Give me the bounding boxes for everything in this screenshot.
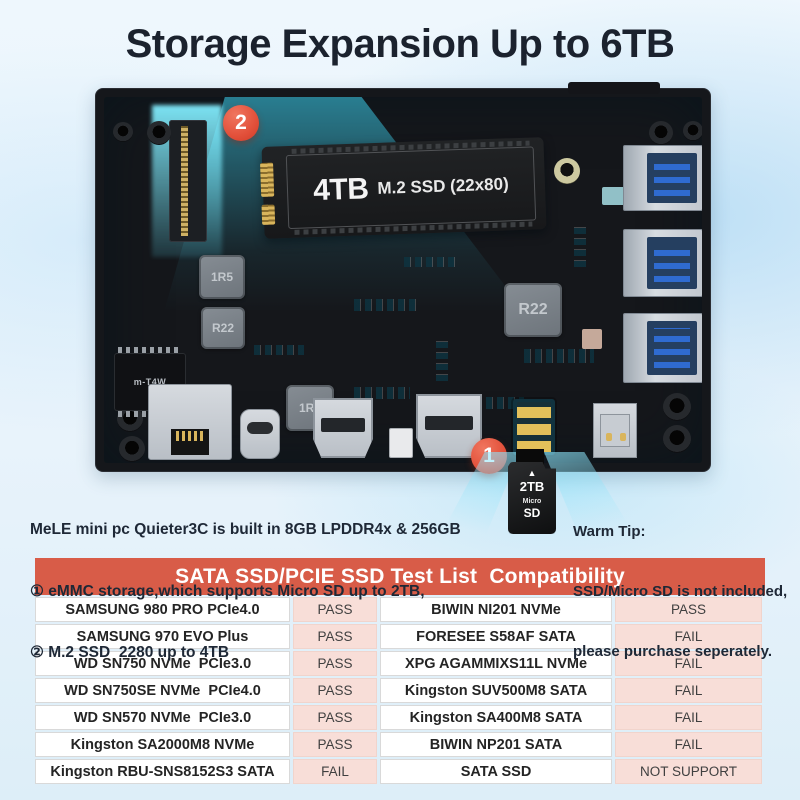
screw-hole	[663, 393, 691, 421]
header-connector	[389, 428, 413, 458]
drive-name-cell: WD SN750 NVMe PCIe3.0	[35, 651, 290, 676]
inductor-chip: R22	[504, 283, 562, 337]
m2-slot-connector	[169, 120, 207, 242]
standoff-screw	[554, 158, 580, 184]
status-cell: NOT SUPPORT	[615, 759, 762, 784]
ethernet-pins	[171, 429, 209, 455]
smd-components	[354, 387, 410, 399]
status-cell: PASS	[293, 624, 377, 649]
ssd-gold-fingers	[260, 162, 275, 197]
pcb: 1R5 R22 1R5 R22 m-T4W 4TB	[104, 97, 702, 463]
sd-insert-arrow-icon: ▲	[527, 468, 537, 478]
table-header: SATA SSD/PCIE SSD Test List Compatibilit…	[35, 558, 765, 595]
inductor-chip: R22	[201, 307, 245, 349]
smd-components	[404, 257, 458, 267]
status-cell: FAIL	[615, 651, 762, 676]
drive-name-cell: BIWIN NP201 SATA	[380, 732, 612, 757]
hdmi-port	[313, 398, 373, 458]
drive-name-cell: Kingston RBU-SNS8152S3 SATA	[35, 759, 290, 784]
ethernet-port	[148, 384, 232, 460]
drive-name-cell: WD SN570 NVMe PCIe3.0	[35, 705, 290, 730]
inductor-chip: 1R5	[199, 255, 245, 299]
m2-ssd: 4TB M.2 SSD (22x80)	[260, 137, 547, 239]
smd-components	[574, 227, 586, 267]
drive-name-cell: BIWIN NI201 NVMe	[380, 597, 612, 622]
micro-sd-slot	[513, 399, 555, 455]
screw-hole	[147, 121, 171, 145]
ssd-label: 4TB M.2 SSD (22x80)	[285, 146, 537, 230]
drive-name-cell: XPG AGAMMIXS11L NVMe	[380, 651, 612, 676]
screw-hole	[119, 436, 145, 462]
status-cell: PASS	[615, 597, 762, 622]
usb3-port	[623, 313, 702, 383]
status-cell: PASS	[293, 678, 377, 703]
status-cell: PASS	[293, 705, 377, 730]
screw-hole	[649, 121, 673, 145]
callout-badge-m2: 2	[223, 105, 259, 141]
motherboard-photo: 1R5 R22 1R5 R22 m-T4W 4TB	[95, 82, 711, 474]
status-cell: FAIL	[293, 759, 377, 784]
screw-hole	[663, 425, 691, 453]
drive-name-cell: Kingston SA2000M8 NVMe	[35, 732, 290, 757]
screw-hole	[683, 121, 702, 141]
drive-name-cell: SAMSUNG 980 PRO PCIe4.0	[35, 597, 290, 622]
status-cell: PASS	[293, 597, 377, 622]
status-cell: FAIL	[615, 705, 762, 730]
status-cell: FAIL	[615, 732, 762, 757]
warm-tip-line: SSD/Micro SD is not included,	[573, 583, 788, 600]
sd-type-label: Micro	[522, 498, 542, 505]
status-cell: PASS	[293, 651, 377, 676]
usb3-port	[623, 145, 702, 211]
description-text: MeLE mini pc Quieter3C is built in 8GB L…	[30, 479, 461, 705]
chip-label: R22	[211, 321, 234, 335]
page-title: Storage Expansion Up to 6TB	[125, 22, 675, 66]
description-line: ② M.2 SSD 2280 up to 4TB	[30, 644, 230, 661]
sd-type-label: SD	[523, 506, 541, 520]
table-body: SAMSUNG 980 PRO PCIe4.0 PASS BIWIN NI201…	[35, 597, 765, 784]
drive-name-cell: FORESEE S58AF SATA	[380, 624, 612, 649]
status-cell: FAIL	[615, 624, 762, 649]
smd-components	[254, 345, 304, 355]
drive-name-cell: Kingston SA400M8 SATA	[380, 705, 612, 730]
screw-hole	[113, 122, 133, 142]
status-cell: PASS	[293, 732, 377, 757]
chip-label: R22	[518, 301, 548, 318]
drive-name-cell: SAMSUNG 970 EVO Plus	[35, 624, 290, 649]
case-tab	[568, 82, 660, 94]
drive-name-cell: WD SN750SE NVMe PCIe4.0	[35, 678, 290, 703]
ssd-spec-label: M.2 SSD (22x80)	[377, 174, 510, 198]
smd-components	[354, 299, 418, 311]
warm-tip: Warm Tip: SSD/Micro SD is not included, …	[573, 482, 795, 702]
hdmi-port	[416, 394, 482, 458]
ssd-capacity-label: 4TB	[312, 172, 370, 208]
usb3-port	[623, 229, 702, 297]
description-line: MeLE mini pc Quieter3C is built in 8GB L…	[30, 521, 461, 538]
usb-port	[593, 403, 637, 458]
smd-components	[524, 349, 594, 363]
ssd-gold-fingers	[261, 204, 276, 225]
warm-tip-line: please purchase seperately.	[573, 643, 772, 660]
warm-tip-heading: Warm Tip:	[573, 523, 646, 540]
micro-sd-card: ▲ 2TB Micro SD	[508, 462, 556, 534]
drive-name-cell: Kingston SUV500M8 SATA	[380, 678, 612, 703]
smd-components	[436, 337, 448, 381]
usb-c-port	[240, 409, 280, 459]
chip-label: 1R5	[210, 270, 233, 284]
compatibility-table: SATA SSD/PCIE SSD Test List Compatibilit…	[35, 558, 765, 784]
chip-label: m-T4W	[133, 377, 167, 387]
solder-pad	[602, 187, 628, 205]
solder-pad	[582, 329, 602, 349]
status-cell: FAIL	[615, 678, 762, 703]
description-line: ① eMMC storage,which supports Micro SD u…	[30, 582, 425, 600]
drive-name-cell: SATA SSD	[380, 759, 612, 784]
sd-capacity-label: 2TB	[519, 479, 545, 494]
